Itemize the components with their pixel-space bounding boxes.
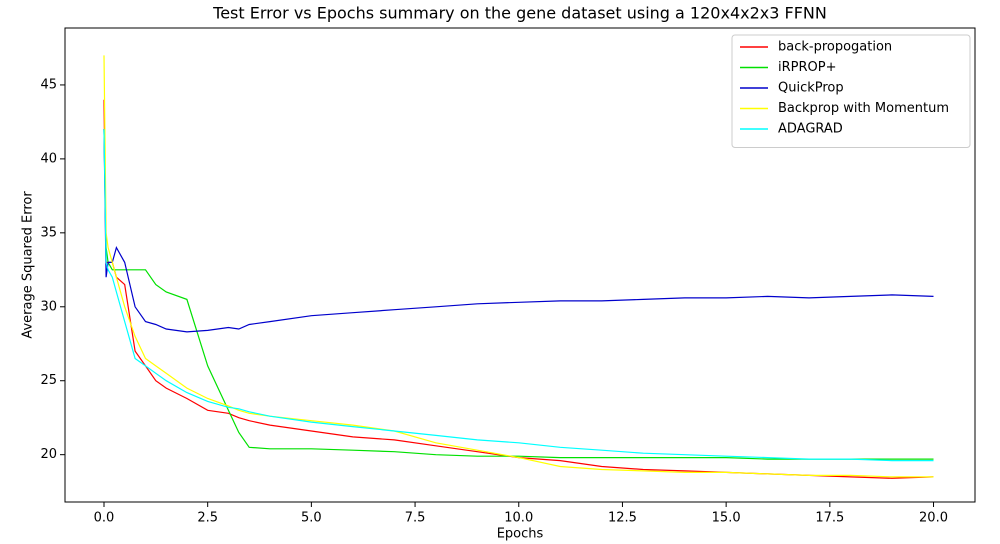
x-tick-label: 17.5 — [815, 511, 844, 526]
y-tick-label: 20 — [40, 447, 57, 462]
legend-label: Backprop with Momentum — [778, 101, 949, 116]
chart-title: Test Error vs Epochs summary on the gene… — [212, 4, 827, 23]
series-line — [103, 129, 934, 460]
y-tick-label: 25 — [40, 373, 57, 388]
y-tick-label: 30 — [40, 299, 57, 314]
plot-frame — [64, 27, 976, 503]
series-line — [103, 99, 934, 479]
y-tick-label: 35 — [40, 225, 57, 240]
x-tick-label: 20.0 — [919, 511, 948, 526]
y-tick-label: 45 — [40, 77, 57, 92]
x-tick-label: 5.0 — [301, 511, 322, 526]
series-line — [103, 129, 934, 333]
series-line — [103, 129, 934, 462]
x-tick-label: 0.0 — [94, 511, 115, 526]
x-tick-label: 2.5 — [197, 511, 218, 526]
legend-label: QuickProp — [778, 81, 844, 96]
x-tick-label: 15.0 — [712, 511, 741, 526]
x-tick-label: 7.5 — [405, 511, 426, 526]
x-tick-label: 12.5 — [608, 511, 637, 526]
x-axis-label: Epochs — [497, 527, 544, 542]
legend-label: iRPROP+ — [778, 60, 836, 75]
y-tick-label: 40 — [40, 151, 57, 166]
series-line — [103, 55, 934, 478]
legend-label: back-propogation — [778, 40, 892, 55]
x-tick-label: 10.0 — [504, 511, 533, 526]
legend-box — [731, 34, 971, 148]
y-axis-label: Average Squared Error — [21, 191, 36, 339]
legend-label: ADAGRAD — [778, 122, 843, 137]
